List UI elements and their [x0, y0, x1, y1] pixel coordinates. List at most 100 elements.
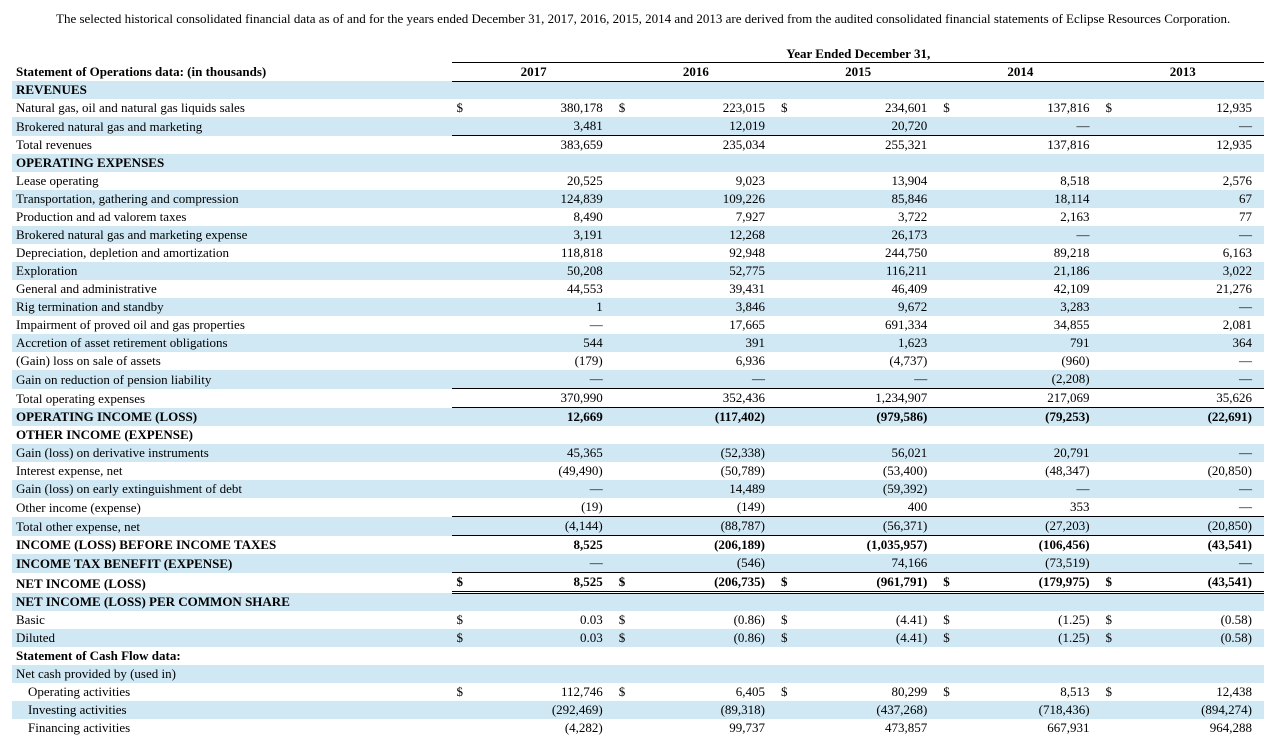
currency-symbol: [1102, 190, 1125, 208]
row-label: OPERATING EXPENSES: [12, 154, 452, 172]
cell-value: —: [638, 370, 777, 389]
currency-symbol: $: [452, 573, 475, 593]
cell-value: [1125, 665, 1264, 683]
currency-symbol: [1102, 517, 1125, 536]
currency-symbol: $: [939, 611, 962, 629]
cell-value: [1125, 426, 1264, 444]
row-label: Production and ad valorem taxes: [12, 208, 452, 226]
cell-value: 691,334: [800, 316, 939, 334]
table-row: Rig termination and standby13,8469,6723,…: [12, 298, 1264, 316]
cell-value: [800, 81, 939, 99]
cell-value: [1125, 647, 1264, 665]
currency-symbol: [1102, 298, 1125, 316]
cell-value: 20,791: [962, 444, 1101, 462]
row-label: Rig termination and standby: [12, 298, 452, 316]
currency-symbol: [939, 517, 962, 536]
currency-symbol: [1102, 81, 1125, 99]
cell-value: (20,850): [1125, 462, 1264, 480]
table-row: Depreciation, depletion and amortization…: [12, 244, 1264, 262]
cell-value: [476, 665, 615, 683]
year-col-2014: 2014: [939, 62, 1101, 81]
currency-symbol: $: [939, 683, 962, 701]
cell-value: (4.41): [800, 629, 939, 647]
currency-symbol: [452, 665, 475, 683]
cell-value: (59,392): [800, 480, 939, 498]
row-label: Net cash provided by (used in): [12, 665, 452, 683]
year-col-2016: 2016: [615, 62, 777, 81]
cell-value: 391: [638, 334, 777, 352]
currency-symbol: $: [777, 611, 800, 629]
currency-symbol: [777, 316, 800, 334]
currency-symbol: [452, 226, 475, 244]
currency-symbol: $: [452, 683, 475, 701]
cell-value: [962, 154, 1101, 172]
table-row: Transportation, gathering and compressio…: [12, 190, 1264, 208]
cell-value: 383,659: [476, 136, 615, 155]
currency-symbol: $: [939, 629, 962, 647]
cell-value: 26,173: [800, 226, 939, 244]
cell-value: 34,855: [962, 316, 1101, 334]
currency-symbol: [452, 408, 475, 427]
year-col-2015: 2015: [777, 62, 939, 81]
currency-symbol: [939, 665, 962, 683]
cell-value: 13,904: [800, 172, 939, 190]
currency-symbol: [615, 334, 638, 352]
currency-symbol: [615, 647, 638, 665]
currency-symbol: [939, 498, 962, 517]
cell-value: 2,081: [1125, 316, 1264, 334]
currency-symbol: [452, 208, 475, 226]
cell-value: 2,576: [1125, 172, 1264, 190]
currency-symbol: [1102, 462, 1125, 480]
cell-value: 544: [476, 334, 615, 352]
cell-value: (56,371): [800, 517, 939, 536]
table-row: NET INCOME (LOSS)$8,525$(206,735)$(961,7…: [12, 573, 1264, 593]
currency-symbol: [777, 536, 800, 555]
cell-value: —: [1125, 352, 1264, 370]
cell-value: (20,850): [1125, 517, 1264, 536]
row-label: REVENUES: [12, 81, 452, 99]
cell-value: [962, 593, 1101, 611]
table-row: Net cash provided by (used in): [12, 665, 1264, 683]
cell-value: 137,816: [962, 136, 1101, 155]
currency-symbol: [939, 154, 962, 172]
row-label: NET INCOME (LOSS) PER COMMON SHARE: [12, 593, 452, 611]
cell-value: 20,525: [476, 172, 615, 190]
currency-symbol: [939, 172, 962, 190]
currency-symbol: [1102, 117, 1125, 136]
cell-value: —: [1125, 117, 1264, 136]
cell-value: 364: [1125, 334, 1264, 352]
currency-symbol: [1102, 370, 1125, 389]
cell-value: [638, 665, 777, 683]
currency-symbol: [939, 480, 962, 498]
row-label: Total operating expenses: [12, 389, 452, 408]
currency-symbol: $: [615, 573, 638, 593]
table-row: Basic$0.03$(0.86)$(4.41)$(1.25)$(0.58): [12, 611, 1264, 629]
cell-value: (27,203): [962, 517, 1101, 536]
currency-symbol: [939, 701, 962, 719]
table-row: Other income (expense)(19)(149)400353—: [12, 498, 1264, 517]
table-row: Production and ad valorem taxes8,4907,92…: [12, 208, 1264, 226]
row-label: Gain on reduction of pension liability: [12, 370, 452, 389]
cell-value: 223,015: [638, 99, 777, 117]
cell-value: —: [800, 370, 939, 389]
currency-symbol: [777, 117, 800, 136]
currency-symbol: [777, 81, 800, 99]
currency-symbol: [1102, 226, 1125, 244]
cell-value: —: [476, 480, 615, 498]
currency-symbol: [452, 536, 475, 555]
currency-symbol: [939, 262, 962, 280]
row-label: Accretion of asset retirement obligation…: [12, 334, 452, 352]
cell-value: 85,846: [800, 190, 939, 208]
cell-value: (206,735): [638, 573, 777, 593]
currency-symbol: [939, 554, 962, 573]
cell-value: 18,114: [962, 190, 1101, 208]
cell-value: (292,469): [476, 701, 615, 719]
cell-value: [476, 154, 615, 172]
cell-value: (4,144): [476, 517, 615, 536]
currency-symbol: [777, 136, 800, 155]
currency-symbol: [615, 316, 638, 334]
currency-symbol: $: [615, 611, 638, 629]
super-header: Year Ended December 31,: [452, 46, 1264, 63]
row-label: Operating activities: [12, 683, 452, 701]
table-row: Accretion of asset retirement obligation…: [12, 334, 1264, 352]
